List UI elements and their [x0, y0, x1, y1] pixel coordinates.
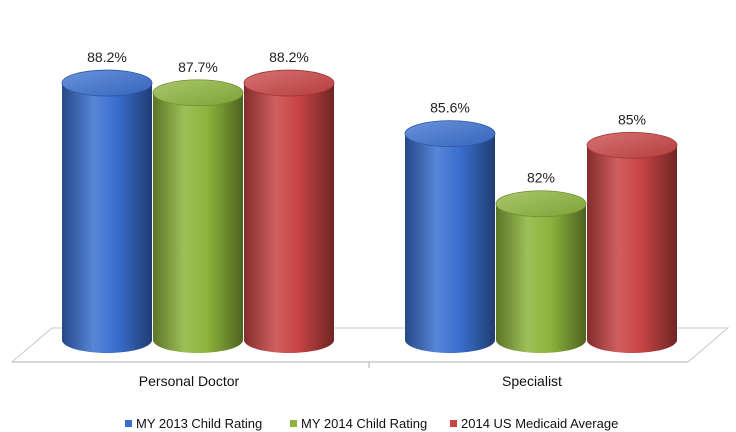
data-labels-layer: 88.2% 87.7% 88.2% 85.6% 82% 85% [87, 49, 646, 186]
legend-label: 2014 US Medicaid Average [461, 416, 618, 431]
data-label: 88.2% [269, 49, 309, 65]
bars-layer [61, 69, 678, 354]
bar-top [61, 69, 153, 97]
legend-swatch [290, 420, 297, 427]
bar-top [243, 69, 335, 97]
legend: MY 2013 Child Rating MY 2014 Child Rating… [125, 416, 618, 431]
bar-my-2013-child-rating-specialist [404, 120, 496, 353]
legend-item-2014-us-medicaid-average: 2014 US Medicaid Average [450, 416, 618, 431]
bar-my-2014-child-rating-personal-doctor [152, 79, 244, 354]
data-label: 85% [618, 111, 646, 127]
bar-2014-us-medicaid-average-personal-doctor [243, 69, 335, 353]
data-label: 85.6% [430, 100, 470, 116]
bar-body [587, 145, 677, 353]
data-label: 82% [527, 170, 555, 186]
legend-label: MY 2014 Child Rating [301, 416, 427, 431]
bar-body [62, 83, 152, 353]
bar-body [496, 203, 586, 353]
data-label: 87.7% [178, 59, 218, 75]
bar-top [152, 79, 244, 107]
bar-body [405, 133, 495, 353]
legend-swatch [125, 420, 132, 427]
bar-top [495, 190, 587, 218]
category-label: Specialist [502, 373, 562, 389]
category-labels-layer: Personal Doctor Specialist [139, 373, 562, 389]
bar-top [586, 131, 678, 159]
bar-my-2013-child-rating-personal-doctor [61, 69, 153, 353]
data-label: 88.2% [87, 49, 127, 65]
legend-label: MY 2013 Child Rating [136, 416, 262, 431]
bar-top [404, 120, 496, 148]
bar-body [244, 83, 334, 353]
bar-my-2014-child-rating-specialist [495, 190, 587, 353]
legend-item-my-2013-child-rating: MY 2013 Child Rating [125, 416, 262, 431]
legend-swatch [450, 420, 457, 427]
category-label: Personal Doctor [139, 373, 240, 389]
legend-item-my-2014-child-rating: MY 2014 Child Rating [290, 416, 427, 431]
bar-body [153, 92, 243, 354]
bar-2014-us-medicaid-average-specialist [586, 131, 678, 353]
